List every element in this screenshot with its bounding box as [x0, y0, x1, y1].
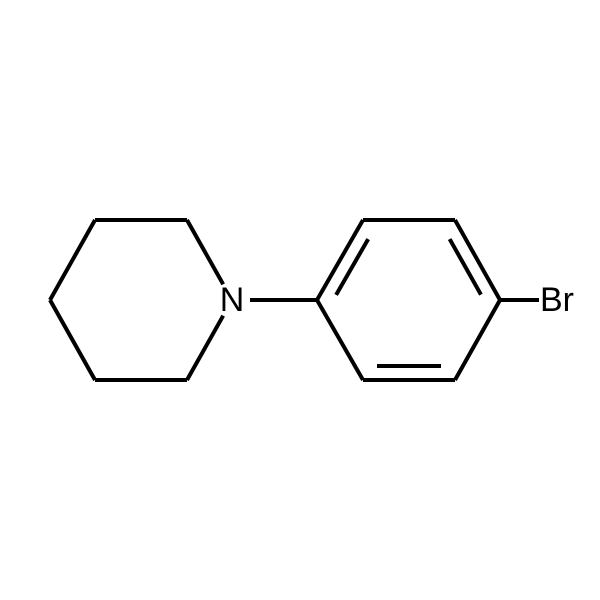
bond	[455, 300, 500, 380]
bond	[450, 239, 481, 295]
bond	[317, 300, 363, 380]
chemical-structure: N Br	[0, 0, 600, 600]
bond	[336, 239, 368, 295]
atom-label-n: N	[220, 281, 245, 319]
bond	[187, 316, 223, 380]
atom-label-br: Br	[540, 281, 574, 319]
bond	[50, 220, 95, 300]
bond	[187, 220, 223, 284]
bond	[50, 300, 95, 380]
